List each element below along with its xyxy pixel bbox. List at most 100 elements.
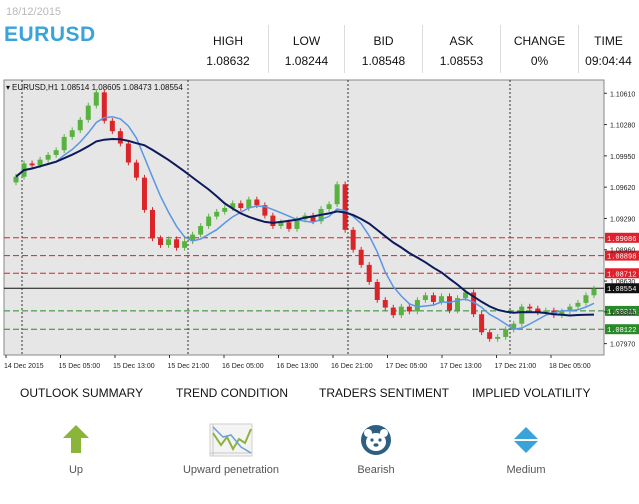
candle-down <box>390 307 396 316</box>
candle-down <box>141 177 147 210</box>
candle-down <box>430 295 436 302</box>
candle-down <box>286 222 292 229</box>
candle-down <box>342 184 348 230</box>
price-chart[interactable]: 1.09086 1.08898 1.08712 1.08554 1.08315 1.081… <box>0 76 639 374</box>
level-tag <box>605 232 639 243</box>
candle-up <box>334 184 340 205</box>
candle-up <box>438 296 444 302</box>
tab-outlook-summary[interactable]: OUTLOOK SUMMARY <box>20 386 144 400</box>
candle-up <box>495 336 501 339</box>
candle-up <box>575 302 581 307</box>
tab-implied-volatility[interactable]: IMPLIED VOLATILITY <box>472 386 591 400</box>
candle-down <box>479 314 485 333</box>
candle-up <box>222 208 228 212</box>
x-tick-label: 15 Dec 05:00 <box>59 363 101 370</box>
tab-traders-sentiment[interactable]: TRADERS SENTIMENT <box>319 386 450 400</box>
quote-label: HIGH <box>213 34 243 48</box>
traders-sentiment-item: Bearish <box>321 420 431 477</box>
candle-up <box>53 150 59 155</box>
candle-up <box>206 216 212 227</box>
quote-low: LOW 1.08244 <box>268 25 344 73</box>
y-tick-label: 1.07970 <box>610 342 635 349</box>
candle-up <box>13 176 19 183</box>
quote-time: TIME 09:04:44 <box>578 25 638 73</box>
candle-up <box>503 329 509 337</box>
candle-down <box>350 229 356 250</box>
candle-up <box>69 130 75 137</box>
candle-up <box>583 295 589 303</box>
candle-up <box>567 306 573 312</box>
level-tag-label: 1.08554 <box>607 286 636 294</box>
quote-value: 1.08632 <box>206 54 250 68</box>
level-tag-label: 1.08315 <box>607 309 636 317</box>
outlook-label: Bearish <box>357 464 395 476</box>
candle-up <box>198 226 204 235</box>
candle-up <box>93 92 99 106</box>
candle-down <box>262 205 268 216</box>
x-tick-label: 16 Dec 13:00 <box>277 363 319 370</box>
candle-down <box>446 296 452 311</box>
x-tick-label: 14 Dec 2015 <box>4 363 44 370</box>
bear-icon <box>321 420 431 460</box>
quote-value: 0% <box>530 54 549 68</box>
outlook-label: Medium <box>506 464 546 476</box>
candle-up <box>45 154 51 160</box>
y-tick-label: 1.10280 <box>610 123 635 130</box>
level-tag <box>605 324 639 335</box>
level-tag-label: 1.08898 <box>607 254 636 262</box>
quote-label: BID <box>373 34 394 48</box>
analysis-tabs: OUTLOOK SUMMARY TREND CONDITION TRADERS … <box>0 386 639 402</box>
menu-arrow-icon[interactable]: ▾ <box>6 83 10 92</box>
candle-up <box>294 219 300 229</box>
candle-up <box>326 204 332 209</box>
tab-trend-condition[interactable]: TREND CONDITION <box>176 386 288 400</box>
level-tag-label: 1.09086 <box>607 236 636 244</box>
candle-up <box>398 306 404 316</box>
candle-down <box>109 120 115 132</box>
quote-high: HIGH 1.08632 <box>188 25 268 73</box>
candle-up <box>190 234 196 242</box>
quote-value: 1.08553 <box>439 54 484 68</box>
chart-title: EURUSD,H1 1.08514 1.08605 1.08473 1.0855… <box>12 83 183 92</box>
quote-bar: HIGH 1.08632 LOW 1.08244 BID 1.08548 ASK… <box>188 25 638 73</box>
level-tag <box>605 283 639 294</box>
implied-volatility-item: Medium <box>471 420 581 477</box>
candle-up <box>278 222 284 227</box>
quote-value: 1.08244 <box>284 54 329 68</box>
candle-down <box>29 163 35 166</box>
y-tick-label: 1.08960 <box>610 248 635 255</box>
x-tick-label: 16 Dec 21:00 <box>331 363 373 370</box>
date-label: 18/12/2015 <box>6 6 62 18</box>
candle-down <box>527 306 533 309</box>
y-tick-label: 1.08630 <box>610 279 635 286</box>
candle-down <box>310 215 316 222</box>
candle-down <box>358 249 364 265</box>
quote-value: 09:04:44 <box>585 54 632 68</box>
level-tag <box>605 268 639 279</box>
candle-up <box>455 298 461 311</box>
candle-down <box>366 264 372 282</box>
candle-up <box>230 203 236 209</box>
x-tick-label: 17 Dec 05:00 <box>386 363 428 370</box>
trend-condition-item: Upward penetration <box>176 420 286 477</box>
y-tick-label: 1.08305 <box>610 310 635 317</box>
slow-ma-line <box>15 137 595 317</box>
y-tick-label: 1.09290 <box>610 216 635 223</box>
candle-up <box>543 310 549 313</box>
candle-down <box>133 162 139 178</box>
candle-up <box>511 323 517 330</box>
trend-chart-icon <box>176 420 286 460</box>
level-tag-label: 1.08712 <box>607 271 636 279</box>
candle-down <box>254 199 260 206</box>
candle-down <box>149 209 155 239</box>
candle-down <box>238 203 244 209</box>
quote-label: TIME <box>594 34 623 48</box>
candle-down <box>174 239 180 248</box>
level-tag-label: 1.08122 <box>607 327 636 335</box>
candle-up <box>214 211 220 217</box>
candle-down <box>374 281 380 300</box>
candle-up <box>519 306 525 324</box>
candle-up <box>246 199 252 209</box>
y-tick-label: 1.10610 <box>610 91 635 98</box>
y-tick-label: 1.09950 <box>610 154 635 161</box>
